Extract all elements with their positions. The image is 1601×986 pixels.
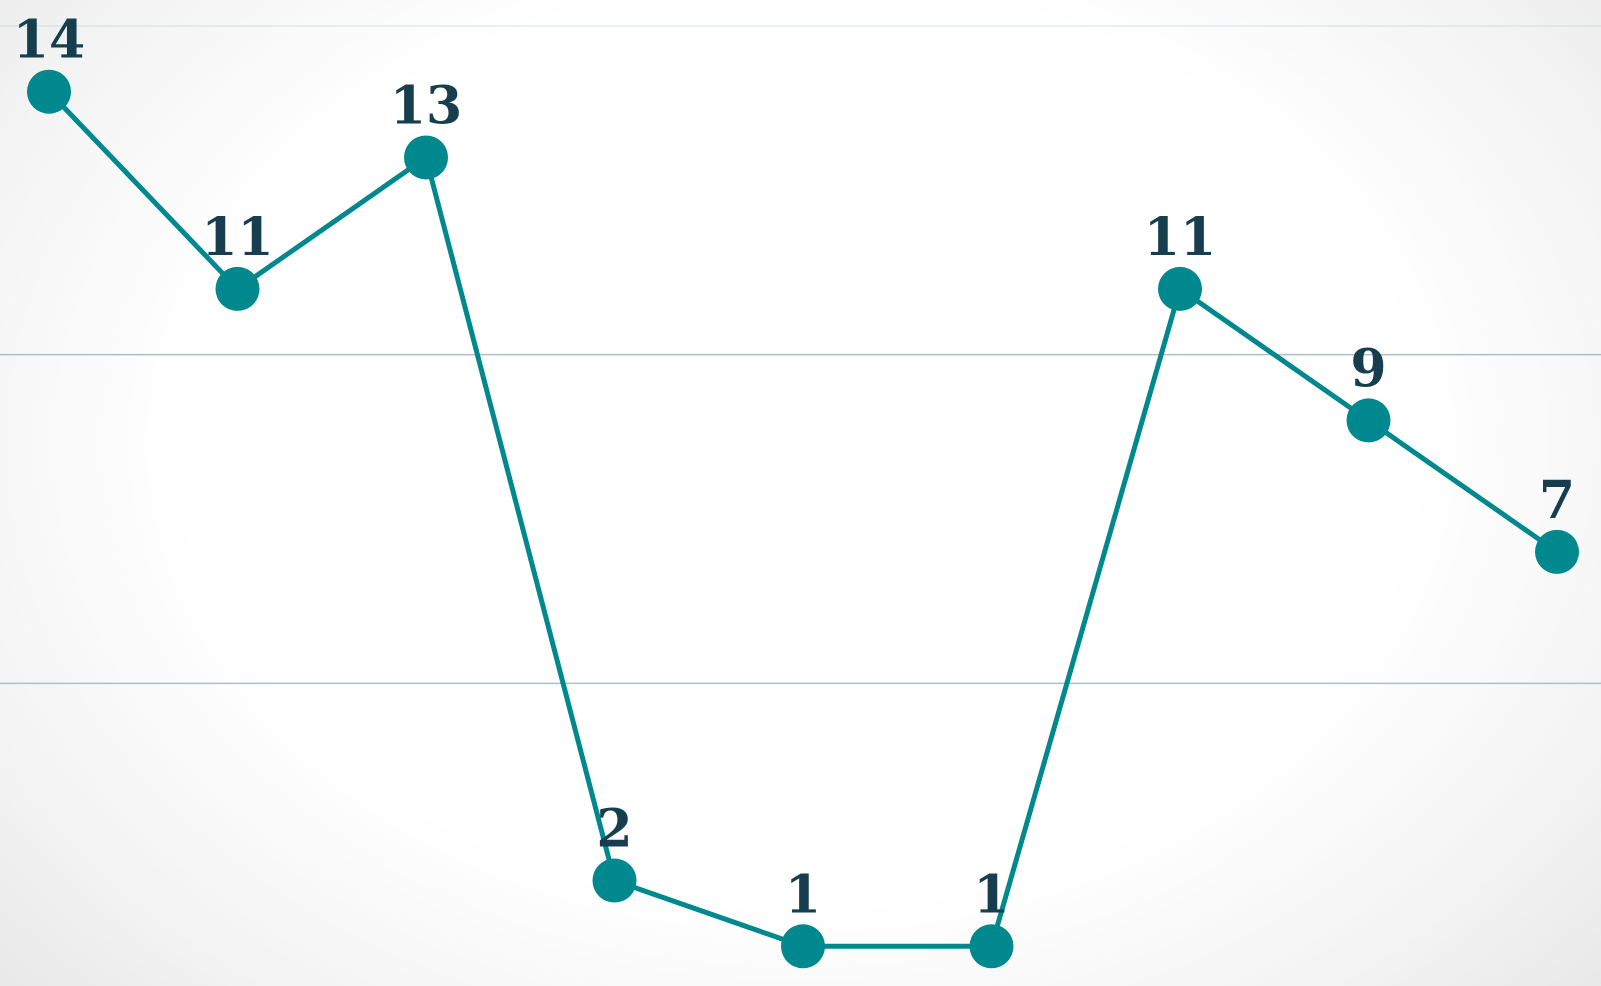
data-label-4: 1 [785, 864, 821, 925]
grid-lines [0, 25, 1601, 685]
data-label-3: 2 [596, 799, 632, 860]
data-point-4 [781, 924, 825, 969]
data-label-6: 11 [1144, 207, 1216, 268]
data-point-3 [592, 858, 637, 903]
data-label-7: 9 [1350, 338, 1386, 399]
data-label-1: 11 [201, 207, 273, 268]
data-label-2: 13 [390, 75, 462, 136]
data-label-8: 7 [1539, 470, 1575, 531]
data-point-5 [969, 924, 1014, 969]
data-points [27, 69, 1579, 969]
data-point-6 [1158, 266, 1202, 311]
data-point-7 [1346, 398, 1391, 443]
data-point-8 [1535, 529, 1579, 574]
data-label-0: 14 [13, 10, 85, 71]
series-line [47, 90, 1559, 949]
data-label-5: 1 [973, 864, 1009, 925]
series-line-group [47, 90, 1559, 949]
data-point-2 [404, 135, 448, 180]
data-point-0 [27, 69, 71, 114]
data-point-1 [215, 266, 260, 311]
